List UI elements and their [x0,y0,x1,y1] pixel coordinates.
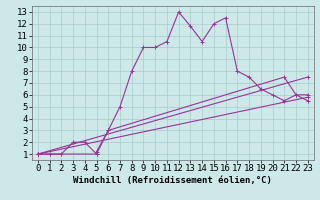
X-axis label: Windchill (Refroidissement éolien,°C): Windchill (Refroidissement éolien,°C) [73,176,272,185]
